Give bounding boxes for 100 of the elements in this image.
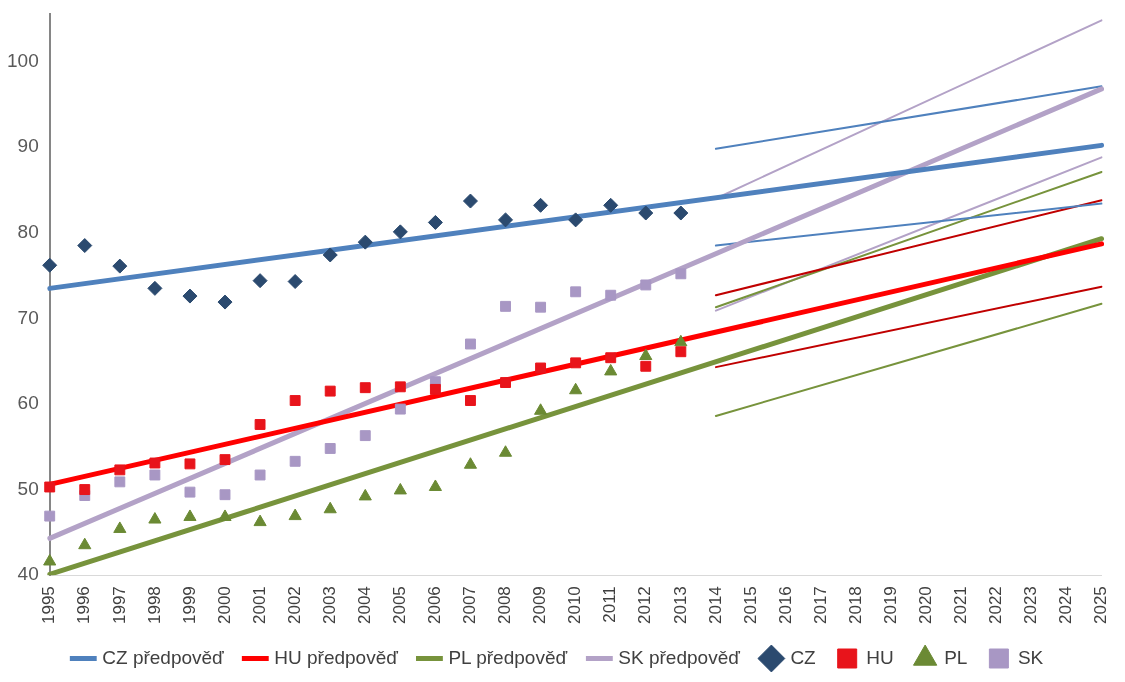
point bbox=[639, 348, 653, 361]
point bbox=[358, 488, 372, 501]
point bbox=[465, 338, 476, 350]
point bbox=[675, 346, 687, 358]
point bbox=[393, 482, 407, 495]
point bbox=[184, 486, 196, 498]
point bbox=[147, 280, 163, 296]
point bbox=[392, 224, 408, 240]
point bbox=[183, 509, 197, 521]
point bbox=[43, 553, 57, 566]
point bbox=[357, 234, 373, 250]
point bbox=[288, 508, 302, 521]
point bbox=[603, 197, 619, 213]
x-tick-label: 1996 bbox=[74, 586, 94, 625]
x-tick-label: 2025 bbox=[1091, 586, 1111, 625]
point bbox=[569, 382, 583, 395]
point bbox=[324, 385, 336, 397]
legend-label: CZ bbox=[790, 646, 817, 668]
point bbox=[148, 512, 162, 524]
point bbox=[498, 212, 514, 228]
point bbox=[674, 334, 688, 347]
y-tick-label: 50 bbox=[17, 477, 39, 499]
point bbox=[570, 286, 582, 298]
point bbox=[673, 205, 689, 221]
point bbox=[219, 489, 231, 501]
x-tick-label: 2001 bbox=[249, 586, 269, 625]
point bbox=[218, 509, 232, 521]
x-tick-label: 2003 bbox=[319, 586, 339, 625]
x-tick-label: 2018 bbox=[845, 586, 865, 625]
point bbox=[184, 458, 196, 470]
point bbox=[149, 469, 161, 481]
point bbox=[462, 193, 478, 209]
point bbox=[114, 476, 126, 488]
x-tick-label: 2010 bbox=[565, 586, 585, 625]
x-tick-label: 2023 bbox=[1021, 586, 1041, 625]
point bbox=[533, 197, 549, 213]
x-tick-label: 1998 bbox=[144, 586, 164, 625]
point bbox=[359, 382, 371, 394]
point bbox=[323, 501, 337, 514]
point bbox=[113, 521, 127, 533]
point bbox=[112, 258, 128, 274]
point bbox=[287, 274, 303, 290]
point bbox=[535, 301, 547, 313]
point bbox=[219, 454, 231, 466]
point bbox=[463, 457, 478, 469]
point bbox=[428, 479, 442, 491]
point bbox=[289, 395, 301, 406]
point bbox=[42, 257, 58, 273]
x-tick-label: 2016 bbox=[775, 586, 795, 625]
point bbox=[427, 214, 443, 230]
x-tick-label: 2019 bbox=[880, 586, 900, 625]
point bbox=[78, 537, 92, 550]
point bbox=[324, 443, 336, 454]
point bbox=[568, 212, 584, 228]
point bbox=[498, 445, 513, 457]
point bbox=[322, 247, 338, 263]
x-tick-label: 2002 bbox=[284, 586, 304, 625]
y-tick-label: 80 bbox=[17, 220, 39, 242]
legend-label: CZ předpověď bbox=[102, 646, 225, 668]
point bbox=[465, 395, 476, 406]
x-tick-label: 2006 bbox=[425, 586, 445, 625]
point bbox=[394, 403, 406, 415]
point bbox=[254, 469, 266, 481]
legend-label: HU bbox=[866, 646, 894, 668]
y-tick-label: 60 bbox=[17, 392, 39, 414]
point bbox=[289, 455, 301, 467]
x-tick-label: 2013 bbox=[670, 586, 690, 625]
x-tick-label: 2011 bbox=[600, 586, 620, 623]
point bbox=[605, 289, 617, 301]
point bbox=[217, 294, 233, 310]
point bbox=[605, 352, 617, 364]
point bbox=[252, 273, 268, 289]
x-tick-label: 2005 bbox=[390, 586, 410, 625]
x-tick-label: 1995 bbox=[39, 586, 59, 625]
x-tick-label: 2004 bbox=[354, 586, 374, 625]
x-tick-label: 2017 bbox=[810, 586, 830, 625]
point bbox=[570, 357, 582, 369]
point bbox=[44, 510, 56, 522]
x-tick-label: 2020 bbox=[915, 586, 935, 625]
x-tick-label: 2000 bbox=[214, 586, 234, 625]
x-tick-label: 2007 bbox=[460, 586, 480, 625]
x-tick-label: 2022 bbox=[986, 586, 1006, 625]
point bbox=[429, 383, 441, 395]
point bbox=[394, 381, 406, 393]
point bbox=[640, 279, 652, 291]
point bbox=[253, 514, 267, 527]
x-tick-label: 2008 bbox=[495, 586, 515, 625]
y-tick-label: 90 bbox=[17, 135, 39, 157]
point bbox=[535, 362, 547, 374]
x-tick-label: 2009 bbox=[530, 586, 550, 625]
y-tick-label: 40 bbox=[17, 563, 39, 585]
x-tick-label: 1999 bbox=[179, 586, 199, 625]
point bbox=[359, 430, 371, 442]
point bbox=[114, 464, 126, 476]
point bbox=[44, 481, 56, 493]
legend-label: SK bbox=[1017, 646, 1044, 668]
point bbox=[77, 238, 93, 254]
legend-label: PL předpověď bbox=[448, 646, 568, 668]
point bbox=[675, 268, 687, 280]
point bbox=[534, 403, 548, 415]
